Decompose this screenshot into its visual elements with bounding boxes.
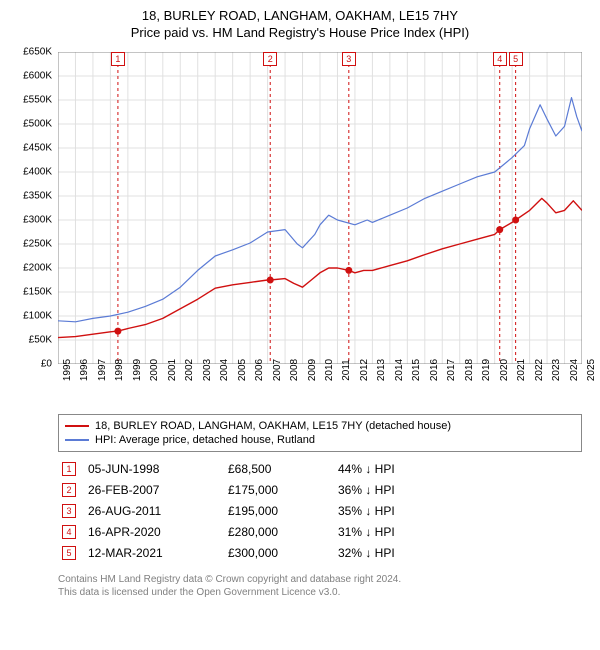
- chart-area: £0 £50K £100K £150K £200K £250K £300K £350K £400…: [10, 48, 590, 408]
- event-marker-3: 3: [62, 504, 76, 518]
- legend-row-hpi: HPI: Average price, detached house, Rutl…: [65, 433, 575, 447]
- y-axis-label: £400K: [10, 167, 52, 178]
- x-axis-label: 2021: [516, 359, 527, 381]
- x-axis-label: 2009: [307, 359, 318, 381]
- x-axis-label: 1999: [132, 359, 143, 381]
- event-pct: 36% ↓ HPI: [334, 479, 582, 500]
- x-axis-label: 1998: [114, 359, 125, 381]
- footer: Contains HM Land Registry data © Crown c…: [58, 573, 582, 599]
- legend-row-property: 18, BURLEY ROAD, LANGHAM, OAKHAM, LE15 7…: [65, 419, 575, 433]
- y-axis-label: £250K: [10, 239, 52, 250]
- chart-container: 18, BURLEY ROAD, LANGHAM, OAKHAM, LE15 7…: [0, 0, 600, 650]
- x-axis-label: 2014: [394, 359, 405, 381]
- y-axis-label: £100K: [10, 311, 52, 322]
- x-axis-label: 2007: [272, 359, 283, 381]
- event-price: £280,000: [224, 521, 334, 542]
- x-axis-label: 2003: [202, 359, 213, 381]
- x-axis-label: 2011: [341, 359, 352, 381]
- chart-marker-3: 3: [342, 52, 356, 66]
- x-axis-label: 1995: [62, 359, 73, 381]
- y-axis-label: £200K: [10, 263, 52, 274]
- chart-marker-5: 5: [509, 52, 523, 66]
- x-axis-label: 2002: [184, 359, 195, 381]
- chart-marker-4: 4: [493, 52, 507, 66]
- y-axis-label: £0: [10, 359, 52, 370]
- event-row: 2 26-FEB-2007£175,00036% ↓ HPI: [58, 479, 582, 500]
- x-axis-label: 2006: [254, 359, 265, 381]
- x-axis-label: 1997: [97, 359, 108, 381]
- x-axis-label: 2024: [569, 359, 580, 381]
- x-axis-label: 1996: [79, 359, 90, 381]
- legend-swatch-hpi: [65, 439, 89, 441]
- x-axis-label: 2019: [481, 359, 492, 381]
- event-price: £195,000: [224, 500, 334, 521]
- legend-label-property: 18, BURLEY ROAD, LANGHAM, OAKHAM, LE15 7…: [95, 420, 451, 432]
- x-axis-label: 2005: [237, 359, 248, 381]
- x-axis-label: 2023: [551, 359, 562, 381]
- y-axis-label: £450K: [10, 143, 52, 154]
- x-axis-label: 2018: [464, 359, 475, 381]
- event-row: 3 26-AUG-2011£195,00035% ↓ HPI: [58, 500, 582, 521]
- plot-region: [58, 52, 582, 364]
- x-axis-label: 2010: [324, 359, 335, 381]
- y-axis-label: £600K: [10, 71, 52, 82]
- chart-subtitle: Price paid vs. HM Land Registry's House …: [10, 25, 590, 40]
- y-axis-label: £500K: [10, 119, 52, 130]
- legend-swatch-property: [65, 425, 89, 427]
- y-axis-label: £550K: [10, 95, 52, 106]
- event-pct: 35% ↓ HPI: [334, 500, 582, 521]
- y-axis-label: £300K: [10, 215, 52, 226]
- event-pct: 44% ↓ HPI: [334, 458, 582, 479]
- event-date: 05-JUN-1998: [84, 458, 224, 479]
- x-axis-label: 2022: [534, 359, 545, 381]
- y-axis-label: £650K: [10, 47, 52, 58]
- event-pct: 32% ↓ HPI: [334, 542, 582, 563]
- x-axis-label: 2015: [411, 359, 422, 381]
- event-date: 12-MAR-2021: [84, 542, 224, 563]
- chart-title: 18, BURLEY ROAD, LANGHAM, OAKHAM, LE15 7…: [10, 8, 590, 23]
- legend: 18, BURLEY ROAD, LANGHAM, OAKHAM, LE15 7…: [58, 414, 582, 452]
- x-axis-label: 2000: [149, 359, 160, 381]
- chart-marker-2: 2: [263, 52, 277, 66]
- y-axis-label: £150K: [10, 287, 52, 298]
- event-date: 26-AUG-2011: [84, 500, 224, 521]
- event-row: 1 05-JUN-1998£68,50044% ↓ HPI: [58, 458, 582, 479]
- x-axis-label: 2013: [376, 359, 387, 381]
- event-row: 5 12-MAR-2021£300,00032% ↓ HPI: [58, 542, 582, 563]
- x-axis-label: 2025: [586, 359, 597, 381]
- x-axis-label: 2020: [499, 359, 510, 381]
- y-axis-label: £350K: [10, 191, 52, 202]
- y-axis-label: £50K: [10, 335, 52, 346]
- event-price: £175,000: [224, 479, 334, 500]
- footer-line2: This data is licensed under the Open Gov…: [58, 586, 582, 599]
- x-axis-label: 2004: [219, 359, 230, 381]
- x-axis-label: 2012: [359, 359, 370, 381]
- event-row: 4 16-APR-2020£280,00031% ↓ HPI: [58, 521, 582, 542]
- event-date: 16-APR-2020: [84, 521, 224, 542]
- x-axis-label: 2017: [446, 359, 457, 381]
- event-marker-5: 5: [62, 546, 76, 560]
- events-table: 1 05-JUN-1998£68,50044% ↓ HPI 2 26-FEB-2007…: [58, 458, 582, 563]
- event-marker-2: 2: [62, 483, 76, 497]
- event-marker-4: 4: [62, 525, 76, 539]
- x-axis-label: 2008: [289, 359, 300, 381]
- titles: 18, BURLEY ROAD, LANGHAM, OAKHAM, LE15 7…: [10, 8, 590, 40]
- event-marker-1: 1: [62, 462, 76, 476]
- footer-line1: Contains HM Land Registry data © Crown c…: [58, 573, 582, 586]
- event-date: 26-FEB-2007: [84, 479, 224, 500]
- event-price: £300,000: [224, 542, 334, 563]
- legend-label-hpi: HPI: Average price, detached house, Rutl…: [95, 434, 315, 446]
- x-axis-label: 2001: [167, 359, 178, 381]
- event-price: £68,500: [224, 458, 334, 479]
- event-pct: 31% ↓ HPI: [334, 521, 582, 542]
- chart-marker-1: 1: [111, 52, 125, 66]
- x-axis-label: 2016: [429, 359, 440, 381]
